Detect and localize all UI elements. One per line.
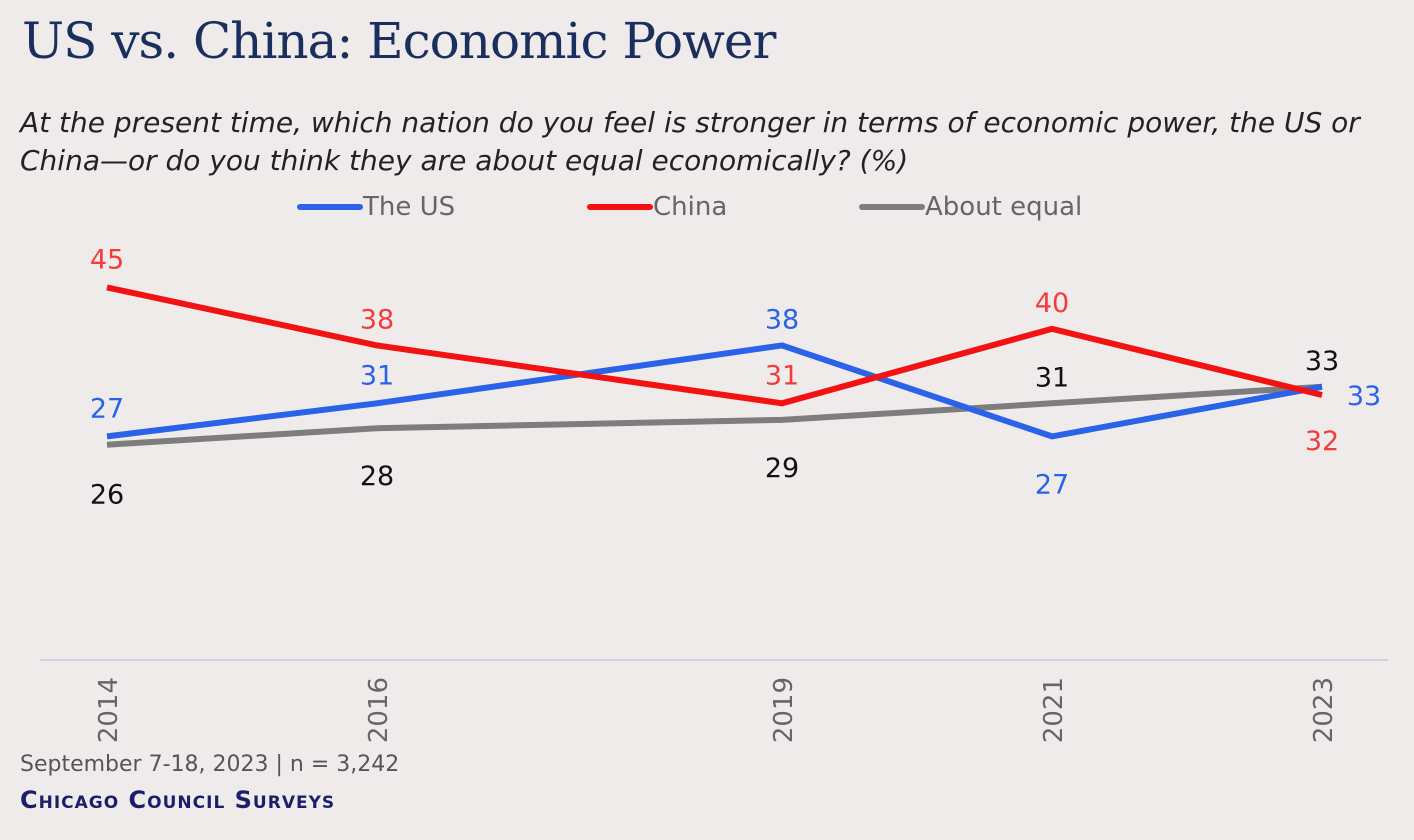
data-label-about-equal-2016: 28 xyxy=(360,461,394,492)
data-label-about-equal-2014: 26 xyxy=(90,480,124,511)
data-label-china-2019: 31 xyxy=(765,360,799,391)
data-label-about-equal-2021: 31 xyxy=(1035,362,1069,393)
data-label-china-2016: 38 xyxy=(360,304,394,335)
brand-logo-text: Chicago Council Surveys xyxy=(20,786,336,814)
data-label-china-2021: 40 xyxy=(1035,288,1069,319)
data-label-the-us-2014: 27 xyxy=(90,393,124,424)
chart-subtitle: At the present time, which nation do you… xyxy=(20,106,1360,177)
series-line-the-us xyxy=(106,342,1323,440)
series-line-about-equal xyxy=(106,383,1323,448)
x-tick-label-2016: 2016 xyxy=(364,677,394,743)
data-label-the-us-2021: 27 xyxy=(1035,469,1069,500)
data-label-the-us-2016: 31 xyxy=(360,360,394,391)
data-label-china-2014: 45 xyxy=(90,244,124,275)
x-tick-label-2021: 2021 xyxy=(1039,677,1069,743)
data-label-the-us-2023: 33 xyxy=(1347,381,1381,412)
chart-title: US vs. China: Economic Power xyxy=(22,12,776,70)
x-tick-label-2023: 2023 xyxy=(1309,677,1339,743)
x-tick-label-2014: 2014 xyxy=(94,677,124,743)
series-line-china xyxy=(106,284,1323,407)
legend-label-the-us: The US xyxy=(362,192,455,222)
data-label-china-2023: 32 xyxy=(1305,426,1339,457)
data-label-the-us-2019: 38 xyxy=(765,304,799,335)
data-label-about-equal-2019: 29 xyxy=(765,453,799,484)
survey-note: September 7-18, 2023 | n = 3,242 xyxy=(20,752,400,777)
legend-label-about-equal: About equal xyxy=(925,192,1082,222)
data-label-about-equal-2023: 33 xyxy=(1305,346,1339,377)
legend-label-china: China xyxy=(653,192,727,222)
x-tick-label-2019: 2019 xyxy=(769,677,799,743)
